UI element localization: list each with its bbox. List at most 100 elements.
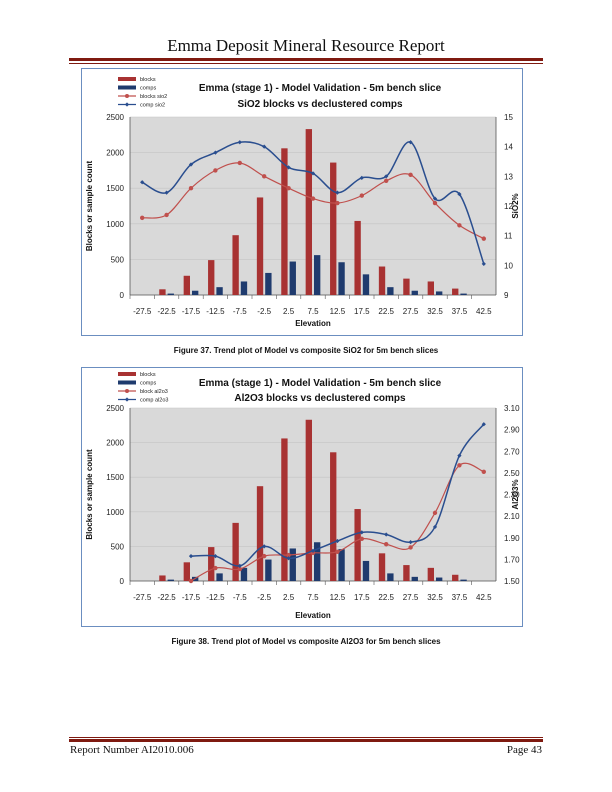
bar-comps — [460, 293, 467, 295]
point-block-al2o3 — [457, 463, 462, 468]
y-tick-label: 1000 — [106, 508, 124, 517]
point-comp-sio2 — [188, 162, 194, 167]
y2-tick-label: 3.10 — [504, 404, 520, 413]
y-tick-label: 1500 — [106, 184, 124, 193]
y-tick-label: 0 — [120, 291, 125, 300]
point-blocks-sio2 — [359, 193, 364, 198]
bar-comps — [314, 255, 321, 295]
footer-report-number: Report Number AI2010.006 — [70, 744, 194, 756]
y-tick-label: 2500 — [106, 404, 124, 413]
bar-comps — [192, 290, 199, 295]
point-blocks-sio2 — [384, 178, 389, 183]
bar-comps — [265, 559, 272, 581]
bar-comps — [338, 262, 345, 295]
bar-blocks — [256, 197, 264, 295]
point-comp-sio2 — [262, 144, 267, 149]
point-blocks-sio2 — [237, 160, 242, 166]
x-tick-label: 42.5 — [476, 307, 492, 316]
y-tick-label: 2000 — [106, 439, 124, 448]
legend-marker — [125, 389, 129, 393]
point-blocks-sio2 — [432, 200, 438, 206]
legend-marker — [124, 397, 130, 402]
footer-rule-thin — [69, 737, 543, 738]
legend-swatch — [118, 380, 136, 385]
y2-tick-label: 13 — [504, 172, 513, 181]
point-block-al2o3 — [408, 545, 413, 550]
bar-blocks — [159, 289, 166, 295]
x-tick-label: 2.5 — [283, 593, 295, 602]
x-tick-label: 17.5 — [354, 307, 370, 316]
legend-swatch — [118, 85, 136, 90]
x-tick-label: 12.5 — [330, 307, 346, 316]
chart-sio2-svg: 0 500 1000 1500 2000 2500 9 10 11 12 13 14 15 -27.5 -2… — [85, 77, 520, 328]
plot-area — [130, 117, 496, 295]
y2-tick-label: 1.70 — [504, 555, 520, 564]
x-tick-label: -17.5 — [182, 593, 201, 602]
y2-tick-label: 1.90 — [504, 534, 520, 543]
point-blocks-sio2 — [481, 236, 486, 241]
chart-subtitle: SiO2 blocks vs declustered comps — [237, 99, 403, 110]
point-comp-al2o3 — [310, 548, 316, 553]
y2-tick-label: 2.70 — [504, 447, 520, 456]
chart-title: Emma (stage 1) - Model Validation - 5m b… — [199, 83, 442, 94]
y2-tick-label: 1.50 — [504, 577, 520, 586]
y-tick-label: 2500 — [106, 113, 124, 122]
legend-marker — [124, 102, 130, 107]
bar-blocks — [183, 275, 190, 295]
bar-blocks — [305, 419, 312, 581]
y2-tick-label: 2.30 — [504, 491, 520, 500]
bar-blocks — [330, 452, 337, 581]
bar-blocks — [403, 565, 410, 581]
bar-comps — [387, 573, 394, 581]
y-tick-label: 500 — [111, 542, 125, 551]
bar-comps — [240, 281, 248, 295]
y-axis-label: Blocks or sample count — [85, 449, 94, 540]
point-comp-al2o3 — [457, 453, 462, 458]
bar-blocks — [281, 438, 288, 581]
bar-comps — [436, 577, 443, 581]
legend-label: blocks sio2 — [140, 94, 167, 100]
x-tick-label: -27.5 — [133, 593, 152, 602]
bar-blocks — [452, 288, 459, 295]
x-tick-label: -2.5 — [257, 593, 271, 602]
legend-label: comps — [140, 86, 156, 92]
point-blocks-sio2 — [286, 186, 291, 191]
y2-tick-label: 12 — [504, 202, 513, 211]
point-comp-al2o3 — [262, 544, 267, 549]
x-tick-label: 27.5 — [403, 307, 419, 316]
point-comp-sio2 — [286, 165, 291, 170]
point-comp-sio2 — [310, 171, 316, 176]
bar-comps — [411, 576, 418, 581]
x-tick-label: -12.5 — [206, 593, 225, 602]
x-tick-label: -17.5 — [182, 307, 201, 316]
x-tick-label: -2.5 — [257, 307, 271, 316]
bar-comps — [411, 290, 418, 295]
point-blocks-sio2 — [335, 200, 340, 206]
bar-comps — [362, 274, 370, 295]
bar-comps — [216, 573, 223, 581]
point-blocks-sio2 — [310, 196, 316, 201]
x-tick-label: 7.5 — [307, 307, 319, 316]
x-tick-label: 37.5 — [452, 307, 468, 316]
point-comp-sio2 — [213, 150, 218, 155]
x-tick-label: 17.5 — [354, 593, 370, 602]
bar-blocks — [208, 547, 215, 581]
legend-label: blocks — [140, 372, 156, 378]
footer-rule-thick — [69, 739, 543, 742]
chart-title: Emma (stage 1) - Model Validation - 5m b… — [199, 378, 442, 389]
bar-blocks — [452, 574, 459, 581]
y2-tick-label: 2.50 — [504, 469, 520, 478]
bar-comps — [167, 293, 174, 295]
point-comp-sio2 — [457, 192, 462, 197]
point-block-al2o3 — [335, 549, 340, 555]
point-block-al2o3 — [237, 566, 242, 572]
y-tick-label: 1500 — [106, 473, 124, 482]
y2-tick-label: 15 — [504, 113, 513, 122]
bar-blocks — [330, 162, 337, 295]
point-comp-sio2 — [164, 190, 169, 195]
bar-comps — [314, 542, 321, 581]
y2-tick-label: 11 — [504, 232, 513, 241]
x-tick-label: -7.5 — [233, 593, 247, 602]
bar-comps — [460, 579, 467, 581]
bar-comps — [216, 287, 223, 295]
